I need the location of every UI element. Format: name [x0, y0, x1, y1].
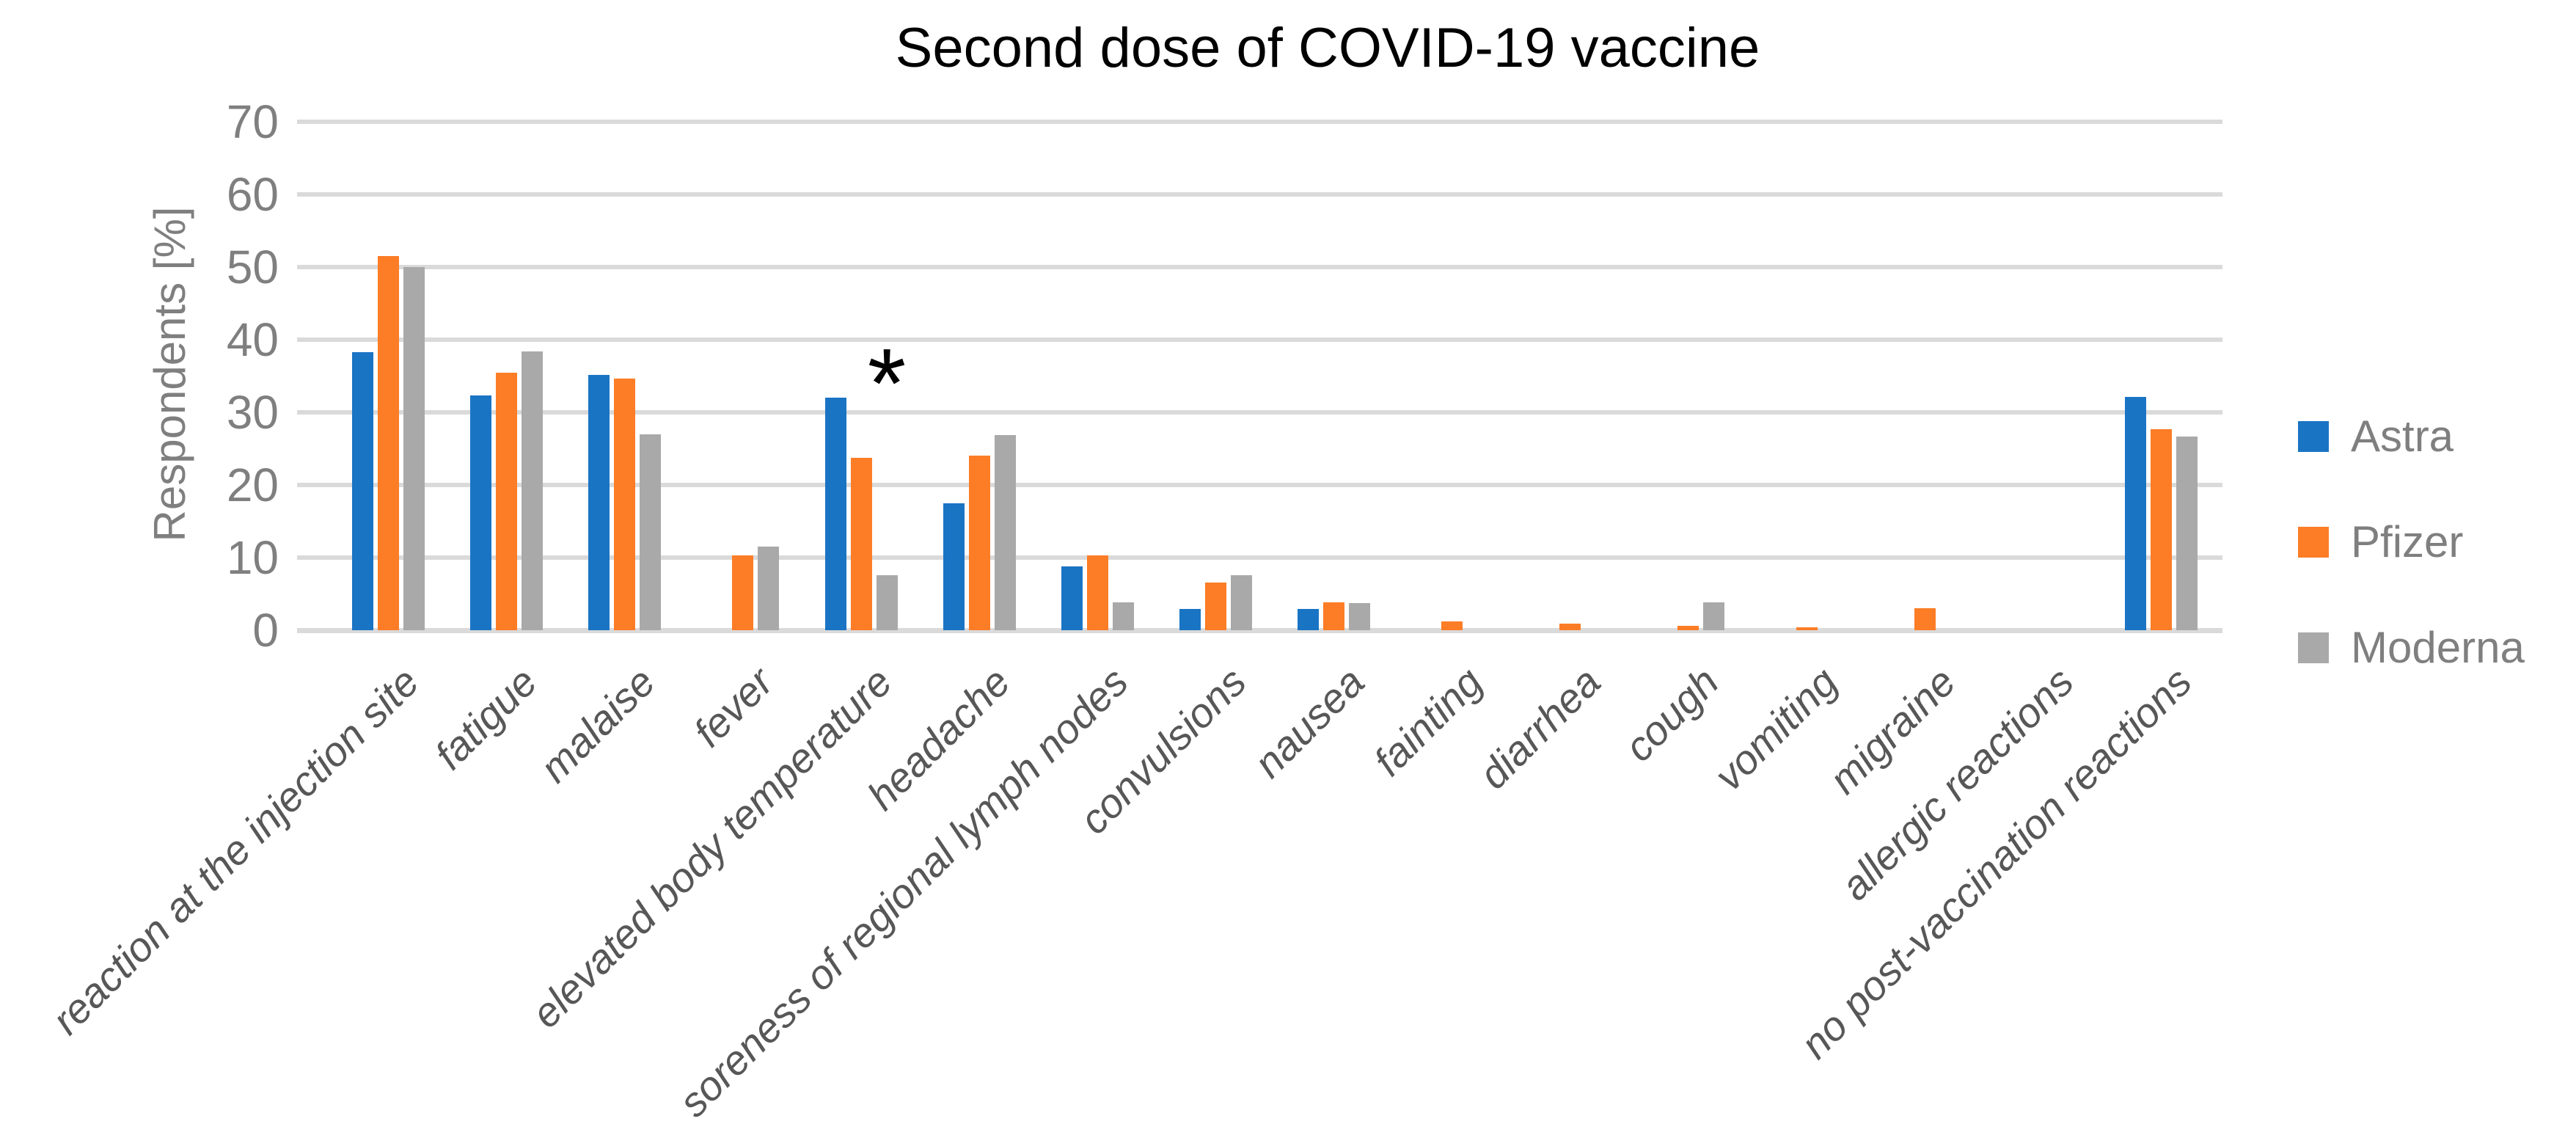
legend-label-moderna: Moderna: [2351, 623, 2525, 672]
y-tick-label-60: 60: [226, 168, 279, 221]
legend-item-astra: Astra: [2298, 415, 2454, 459]
y-tick-label-10: 10: [226, 531, 279, 584]
gridline-10: [297, 555, 2222, 560]
y-tick-label-50: 50: [226, 241, 279, 293]
gridline-40: [297, 337, 2222, 342]
legend-label-astra: Astra: [2351, 412, 2454, 461]
gridline-30: [297, 410, 2222, 415]
bar-pfizer-fatigue: [496, 372, 518, 630]
bar-pfizer-cough: [1677, 626, 1699, 630]
bar-moderna-nausea: [1349, 603, 1371, 630]
bar-astra-elevated-body-temperature: [824, 398, 846, 630]
bar-pfizer-reaction-at-the-injection-site: [378, 256, 399, 630]
y-tick-label-0: 0: [252, 604, 279, 657]
bar-astra-headache: [943, 503, 965, 630]
bar-moderna-convulsions: [1230, 574, 1252, 630]
chart-title: Second dose of COVID-19 vaccine: [895, 17, 1760, 79]
legend-label-pfizer: Pfizer: [2351, 517, 2464, 566]
bar-pfizer-elevated-body-temperature: [850, 458, 872, 630]
bar-moderna-headache: [994, 434, 1016, 630]
bar-astra-no-post-vaccination-reactions: [2124, 397, 2146, 630]
bar-moderna-fatigue: [522, 351, 544, 630]
significance-asterisk: *: [867, 327, 907, 439]
bar-pfizer-headache: [968, 456, 990, 630]
bar-pfizer-vomiting: [1796, 627, 1818, 630]
legend-item-pfizer: Pfizer: [2298, 520, 2463, 564]
y-tick-label-30: 30: [226, 386, 279, 439]
bar-moderna-fever: [758, 547, 780, 630]
bar-moderna-no-post-vaccination-reactions: [2176, 436, 2198, 630]
legend-swatch-pfizer: [2298, 527, 2329, 558]
bar-pfizer-no-post-vaccination-reactions: [2150, 428, 2172, 630]
gridline-50: [297, 265, 2222, 269]
bar-astra-fatigue: [470, 395, 492, 630]
legend-swatch-astra: [2298, 421, 2329, 452]
gridline-20: [297, 483, 2222, 487]
bar-astra-reaction-at-the-injection-site: [352, 351, 373, 630]
bar-moderna-elevated-body-temperature: [876, 574, 898, 630]
bar-astra-convulsions: [1179, 609, 1201, 630]
bar-moderna-malaise: [640, 434, 662, 630]
gridline-0: [297, 628, 2222, 633]
bar-pfizer-nausea: [1323, 602, 1345, 630]
bar-astra-malaise: [588, 374, 610, 630]
legend-swatch-moderna: [2298, 632, 2329, 663]
bar-moderna-reaction-at-the-injection-site: [403, 267, 425, 630]
bar-astra-nausea: [1298, 609, 1320, 630]
gridline-70: [297, 120, 2222, 124]
bar-moderna-cough: [1703, 602, 1725, 630]
bar-astra-soreness-of-regional-lymph-nodes: [1061, 566, 1083, 630]
gridline-60: [297, 192, 2222, 197]
y-tick-label-40: 40: [226, 313, 279, 366]
y-tick-label-70: 70: [226, 95, 279, 148]
bar-pfizer-migraine: [1914, 608, 1936, 630]
legend-item-moderna: Moderna: [2298, 626, 2525, 670]
bar-pfizer-fever: [732, 555, 754, 630]
bar-pfizer-convulsions: [1204, 582, 1226, 630]
bar-pfizer-diarrhea: [1559, 624, 1581, 630]
bar-pfizer-soreness-of-regional-lymph-nodes: [1086, 555, 1108, 630]
bar-pfizer-fainting: [1441, 621, 1463, 630]
y-tick-label-20: 20: [226, 459, 279, 511]
bar-pfizer-malaise: [614, 379, 636, 630]
bar-moderna-soreness-of-regional-lymph-nodes: [1112, 602, 1134, 630]
